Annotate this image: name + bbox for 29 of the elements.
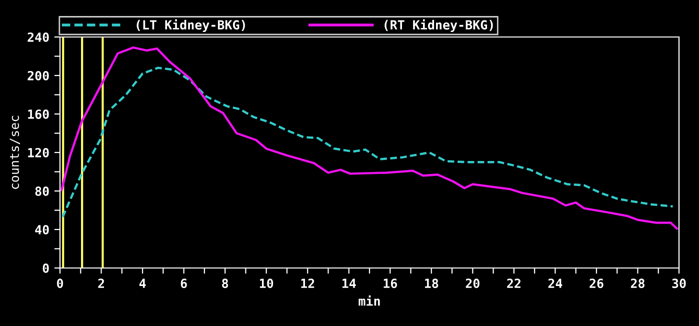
y-axis-title: counts/sec	[10, 116, 20, 189]
y-tick-label: 240	[28, 32, 49, 42]
line-series	[60, 46, 678, 230]
x-tick-label: 16	[384, 278, 397, 288]
x-tick-label: 22	[507, 278, 520, 288]
x-tick-label: 10	[260, 278, 274, 288]
y-tick-label: 200	[28, 70, 49, 80]
x-tick-label: 4	[139, 278, 146, 288]
y-tick-label: 80	[35, 186, 49, 196]
x-tick-label: 18	[425, 278, 438, 288]
x-tick-label: 20	[466, 278, 480, 288]
x-tick-label: 24	[548, 278, 562, 288]
x-tick-label: 12	[301, 278, 314, 288]
x-tick-label: 26	[590, 278, 604, 288]
x-axis-title: min	[358, 295, 380, 306]
y-tick-label: 160	[28, 109, 49, 119]
x-tick-label: 0	[56, 278, 64, 288]
line-series	[62, 66, 674, 218]
y-tick-label: 0	[42, 263, 49, 273]
x-tick-label: 2	[98, 278, 104, 288]
y-tick-label: 40	[35, 224, 49, 234]
legend-label: (LT Kidney-BKG)	[136, 19, 245, 32]
y-tick-label: 120	[28, 148, 49, 158]
legend-label: (RT Kidney-BKG)	[384, 19, 493, 32]
x-tick-label: 30	[672, 278, 686, 288]
x-tick-label: 8	[222, 278, 228, 288]
x-tick-label: 6	[180, 278, 187, 288]
x-tick-label: 28	[630, 278, 644, 288]
x-tick-label: 14	[342, 278, 356, 288]
